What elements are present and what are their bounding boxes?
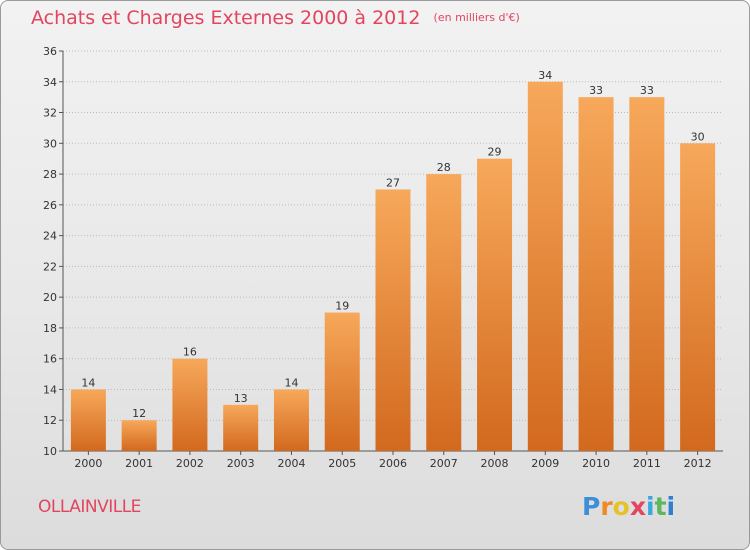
x-tick-label: 2009 <box>531 457 559 470</box>
bar-value-label: 14 <box>81 376 95 389</box>
x-tick-label: 2003 <box>227 457 255 470</box>
y-tick-label: 18 <box>43 322 57 335</box>
logo-letter: P <box>582 492 601 521</box>
chart-title: Achats et Charges Externes 2000 à 2012 <box>31 7 421 29</box>
logo-letter: i <box>646 492 655 521</box>
bar <box>70 389 106 451</box>
bar-value-label: 27 <box>386 176 400 189</box>
bar-value-label: 33 <box>640 84 654 97</box>
bar <box>121 420 157 451</box>
bar-value-label: 30 <box>691 130 705 143</box>
logo-letter: x <box>629 492 646 521</box>
bar-value-label: 28 <box>437 161 451 174</box>
y-tick-label: 24 <box>43 230 57 243</box>
bar <box>324 312 360 451</box>
logo-letter: o <box>612 492 630 521</box>
y-tick-label: 10 <box>43 445 57 458</box>
bar-value-label: 12 <box>132 407 146 420</box>
bar <box>527 81 563 452</box>
x-tick-label: 2002 <box>176 457 204 470</box>
bar-value-label: 13 <box>234 392 248 405</box>
y-tick-label: 14 <box>43 383 57 396</box>
x-tick-label: 2000 <box>74 457 102 470</box>
commune-name: OLLAINVILLE <box>38 497 141 517</box>
x-tick-label: 2011 <box>633 457 661 470</box>
y-tick-label: 22 <box>43 260 57 273</box>
bar-value-label: 19 <box>335 300 349 313</box>
bar <box>223 404 259 451</box>
x-tick-label: 2008 <box>481 457 509 470</box>
proxiti-logo: Proxiti <box>582 492 675 521</box>
y-tick-label: 20 <box>43 291 57 304</box>
logo-letter: i <box>666 492 676 521</box>
y-tick-label: 28 <box>43 168 57 181</box>
y-tick-label: 36 <box>43 45 57 58</box>
bar <box>680 143 716 452</box>
bar <box>426 174 462 452</box>
bar <box>629 97 665 452</box>
bar <box>172 358 208 451</box>
x-tick-label: 2001 <box>125 457 153 470</box>
y-tick-label: 26 <box>43 199 57 212</box>
bar-value-label: 16 <box>183 346 197 359</box>
y-tick-label: 34 <box>43 76 57 89</box>
x-tick-label: 2010 <box>582 457 610 470</box>
logo-letter: r <box>600 492 613 521</box>
bar <box>477 158 513 451</box>
y-tick-label: 32 <box>43 107 57 120</box>
bar-value-label: 34 <box>538 69 552 82</box>
x-tick-label: 2006 <box>379 457 407 470</box>
y-tick-label: 16 <box>43 353 57 366</box>
bar-value-label: 29 <box>488 146 502 159</box>
y-tick-label: 12 <box>43 414 57 427</box>
bar-value-label: 33 <box>589 84 603 97</box>
bar <box>578 97 614 452</box>
x-tick-label: 2005 <box>328 457 356 470</box>
bar <box>273 389 309 451</box>
x-tick-label: 2012 <box>684 457 712 470</box>
chart-title-block: Achats et Charges Externes 2000 à 2012 (… <box>31 7 520 29</box>
x-tick-label: 2007 <box>430 457 458 470</box>
y-tick-label: 30 <box>43 137 57 150</box>
x-tick-label: 2004 <box>277 457 305 470</box>
chart-unit: (en milliers d'€) <box>433 11 520 24</box>
logo-letter: t <box>654 492 667 521</box>
bar <box>375 189 411 451</box>
bar-value-label: 14 <box>284 376 298 389</box>
